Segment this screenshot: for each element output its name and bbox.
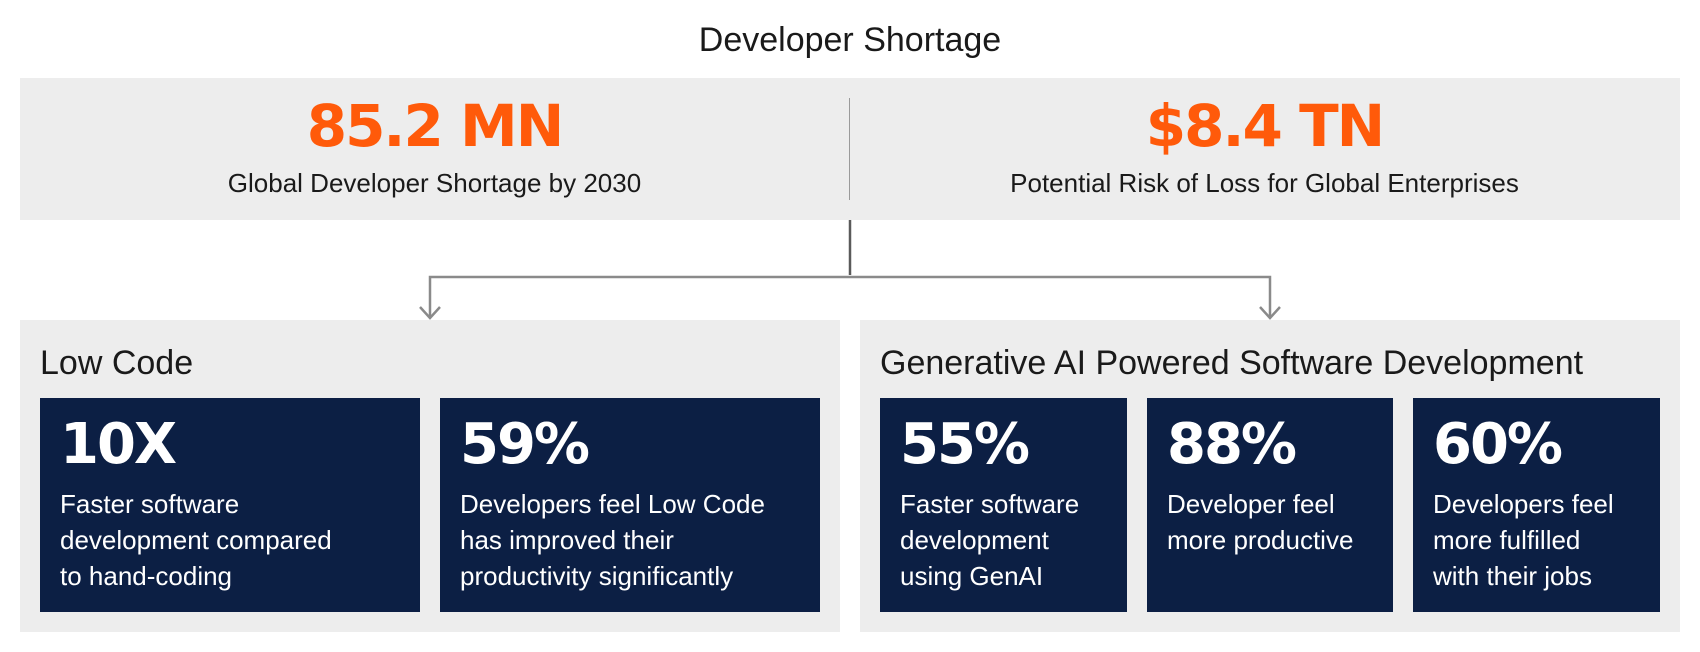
card-description-line: productivity significantly: [460, 561, 734, 591]
stat-developer-shortage: 85.2 MN Global Developer Shortage by 203…: [20, 92, 849, 200]
card-description-line: Developer feel: [1167, 489, 1335, 519]
stat-value: 85.2 MN: [306, 92, 565, 160]
card-description-line: Faster software: [900, 489, 1080, 519]
card-description-line: has improved their: [460, 525, 674, 555]
arrow-head-left: [419, 306, 441, 320]
stat-value: $8.4 TN: [1145, 92, 1385, 160]
diagram-title: Developer Shortage: [698, 21, 1002, 59]
stat-card: 59% Developers feel Low Code has improve…: [440, 398, 820, 612]
card-value: 10X: [60, 412, 177, 477]
card-description-line: development: [900, 525, 1049, 555]
stat-label: Global Developer Shortage by 2030: [227, 168, 642, 198]
card-value: 59%: [460, 412, 590, 477]
group-generative-ai: Generative AI Powered Software Developme…: [860, 320, 1680, 632]
card-description-line: Developers feel Low Code: [460, 489, 765, 519]
card-description: Faster software development compared to …: [60, 486, 400, 594]
card-description-line: development compared: [60, 525, 332, 555]
stat-card: 60% Developers feel more fulfilled with …: [1413, 398, 1660, 612]
card-description-line: using GenAI: [900, 561, 1044, 591]
card-value: 55%: [900, 412, 1030, 477]
card-description-line: with their jobs: [1433, 561, 1592, 591]
card-description: Developers feel Low Code has improved th…: [460, 486, 800, 594]
panel-divider: [849, 98, 850, 200]
stat-card: 10X Faster software development compared…: [40, 398, 420, 612]
group-title: Generative AI Powered Software Developme…: [880, 344, 1584, 382]
card-description-line: Faster software: [60, 489, 240, 519]
card-description: Developers feel more fulfilled with thei…: [1433, 486, 1640, 594]
connector-branch: [428, 275, 1272, 318]
card-description: Developer feel more productive: [1167, 486, 1373, 558]
arrow-head-right: [1259, 306, 1281, 320]
card-value: 88%: [1167, 412, 1297, 477]
stat-card: 88% Developer feel more productive: [1147, 398, 1393, 612]
card-value: 60%: [1433, 412, 1563, 477]
stat-risk-of-loss: $8.4 TN Potential Risk of Loss for Globa…: [850, 92, 1679, 200]
card-description-line: to hand-coding: [60, 561, 233, 591]
card-description-line: Developers feel: [1433, 489, 1614, 519]
group-title: Low Code: [40, 344, 194, 382]
group-low-code: Low Code 10X Faster software development…: [20, 320, 840, 632]
card-description-line: more fulfilled: [1433, 525, 1581, 555]
stat-label: Potential Risk of Loss for Global Enterp…: [1010, 168, 1519, 198]
stat-card: 55% Faster software development using Ge…: [880, 398, 1127, 612]
shortage-stats-panel: 85.2 MN Global Developer Shortage by 203…: [20, 78, 1680, 220]
card-description-line: more productive: [1167, 525, 1354, 555]
card-description: Faster software development using GenAI: [900, 486, 1107, 594]
